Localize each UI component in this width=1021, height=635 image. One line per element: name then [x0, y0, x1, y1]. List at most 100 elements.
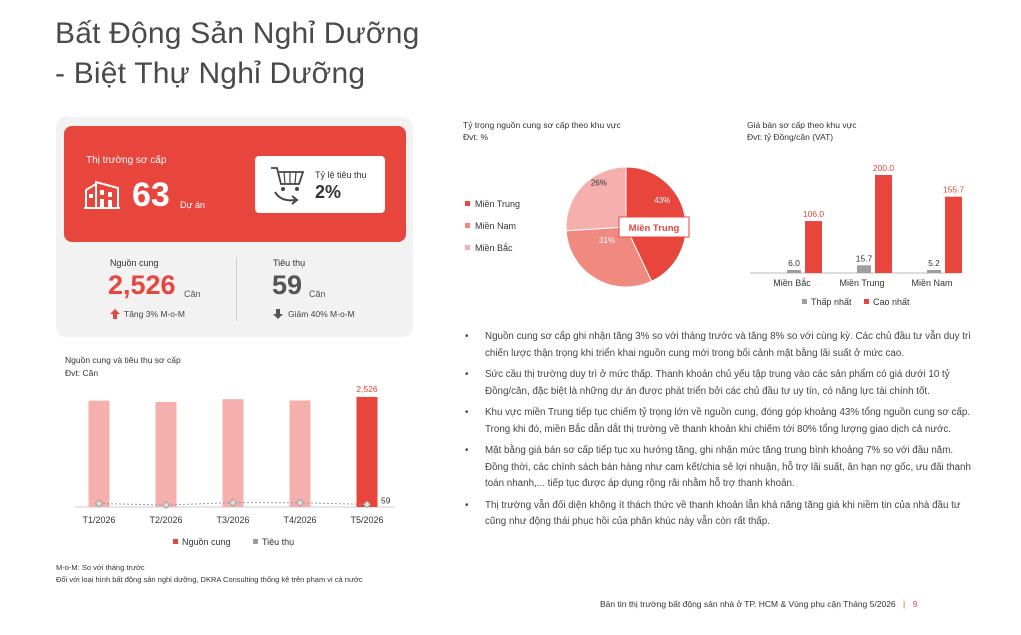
bullet-glyph: •	[465, 445, 469, 456]
price-bar	[787, 270, 801, 273]
supply-category-label: T4/2026	[283, 515, 316, 525]
price-bar	[875, 175, 892, 273]
price-chart-title: Giá bán sơ cấp theo khu vực	[747, 120, 857, 130]
pie-chart-title: Tỷ trọng nguồn cung sơ cấp theo khu vực	[463, 120, 621, 130]
commentary-item: • Thị trường vẫn đối diện không ít thách …	[465, 498, 975, 531]
price-category-label: Miền Trung	[839, 278, 884, 288]
pie-callout-label: Miền Trung	[629, 223, 680, 234]
page-number: 9	[912, 599, 918, 609]
pie-legend-label: Miền Trung	[475, 199, 520, 209]
price-legend-label: Thấp nhất	[811, 297, 852, 307]
projects-value: 63	[132, 176, 170, 214]
supply-last-label: 2,526	[356, 384, 378, 394]
footer-separator: |	[903, 599, 906, 609]
page-footer: Bản tin thị trường bất động sản nhà ở TP…	[600, 599, 917, 609]
arrow-up-icon	[110, 309, 120, 319]
commentary-item: • Sức cầu thị trường duy trì ở mức thấp. …	[465, 367, 975, 400]
commentary-item: • Mặt bằng giá bán sơ cấp tiếp tục xu hướ…	[465, 443, 975, 493]
price-bar	[805, 221, 822, 273]
supply-bar	[222, 399, 244, 507]
pie-legend-swatch	[465, 245, 470, 250]
pie-slice	[565, 166, 627, 232]
sales-value: 59	[272, 270, 303, 300]
price-bar-label: 5.2	[928, 258, 940, 268]
pie-chart: 43% 31% 26% Miền Trung Miền Trung Miền Nam Miề…	[465, 166, 690, 288]
note-mom: M-o-M: So với tháng trước	[56, 563, 145, 572]
commentary-text: Thị trường vẫn đối diện không ít thách t…	[485, 499, 961, 528]
price-legend-label: Cao nhất	[873, 297, 910, 307]
pie-legend-label: Miền Bắc	[475, 243, 513, 253]
supply-category-label: T1/2026	[82, 515, 115, 525]
sales-label: Tiêu thụ	[273, 258, 306, 268]
pie-legend-swatch	[465, 201, 470, 206]
sales-legend-swatch	[253, 539, 258, 544]
page-title-line-1: Bất Động Sản Nghỉ Dưỡng	[55, 17, 420, 50]
sales-unit: Căn	[309, 289, 326, 299]
price-bar-label: 6.0	[788, 258, 800, 268]
price-bar-label: 155.7	[943, 185, 965, 195]
supply-legend-swatch	[173, 539, 178, 544]
page-title-line-2: - Biệt Thự Nghỉ Dưỡng	[55, 57, 366, 90]
commentary-text: Khu vực miền Trung tiếp tục chiếm tỷ trọ…	[485, 407, 971, 435]
bullet-glyph: •	[465, 331, 469, 342]
price-bar	[927, 270, 941, 273]
bullet-glyph: •	[465, 369, 469, 380]
pie-slice	[565, 226, 653, 288]
commentary-text: Nguồn cung sơ cấp ghi nhận tăng 3% so vớ…	[485, 331, 971, 359]
pie-chart-unit: Đvt: %	[463, 132, 489, 142]
supply-category-label: T2/2026	[149, 515, 182, 525]
commentary-item: • Nguồn cung sơ cấp ghi nhận tăng 3% so v…	[465, 329, 975, 362]
projects-unit: Dự án	[180, 200, 206, 210]
sales-point	[94, 499, 104, 508]
commentary-text: Mặt bằng giá bán sơ cấp tiếp tục xu hướn…	[485, 445, 971, 489]
supply-value: 2,526	[108, 270, 176, 300]
commentary-list: • Nguồn cung sơ cấp ghi nhận tăng 3% so v…	[465, 329, 975, 536]
supply-change: Tăng 3% M-o-M	[124, 309, 185, 319]
price-chart-unit: Đvt: tỷ Đồng/căn (VAT)	[747, 132, 834, 142]
sales-legend-label: Tiêu thụ	[262, 537, 294, 547]
price-bar	[857, 265, 871, 273]
absorption-label: Tỷ lệ tiêu thụ	[315, 170, 367, 180]
price-legend-swatch	[802, 299, 807, 304]
supply-chart-title: Nguồn cung và tiêu thụ sơ cấp	[65, 355, 181, 365]
commentary-text: Sức cầu thị trường duy trì ở mức thấp. T…	[485, 369, 950, 397]
supply-sales-chart: T1/2026 T2/2026 T3/2026 T4/2026 T5/2026 2,526…	[75, 384, 395, 547]
building-icon	[84, 180, 120, 209]
supply-unit: Căn	[184, 289, 201, 299]
price-bar-label: 200.0	[873, 163, 895, 173]
pie-slice-label: 26%	[591, 179, 607, 188]
kpi-divider	[236, 257, 237, 321]
pie-slice-label: 31%	[599, 236, 615, 245]
supply-bar	[356, 396, 378, 507]
sales-point	[161, 500, 171, 510]
kpi-primary-panel: Thị trường sơ cấp 63 Dự án Tỷ lệ tiêu th…	[64, 126, 406, 242]
primary-market-label: Thị trường sơ cấp	[86, 155, 167, 166]
sales-change: Giảm 40% M-o-M	[288, 309, 355, 319]
supply-bar	[289, 400, 311, 507]
bullet-glyph: •	[465, 407, 469, 418]
price-category-label: Miền Bắc	[773, 278, 811, 288]
price-bar-chart: 6.0 106.0 Miền Bắc 15.7 200.0 Miền Trung 5.2 15…	[750, 163, 965, 307]
absorption-value: 2%	[315, 182, 342, 202]
price-legend-swatch	[864, 299, 869, 304]
supply-label: Nguồn cung	[110, 258, 159, 268]
page-title: Bất Động Sản Nghỉ Dưỡng - Biệt Thự Nghỉ …	[55, 14, 420, 94]
sales-line	[98, 502, 368, 506]
note-scope: Đối với loại hình bất động sản nghỉ dưỡn…	[56, 575, 363, 584]
supply-chart-unit: Đvt: Căn	[65, 368, 99, 378]
pie-legend-label: Miền Nam	[475, 221, 516, 231]
supply-legend-label: Nguồn cung	[182, 537, 231, 547]
price-bar-label: 106.0	[803, 209, 825, 219]
pie-callout-box	[618, 216, 690, 238]
price-bar-label: 15.7	[856, 253, 873, 263]
commentary-item: • Khu vực miền Trung tiếp tục chiếm tỷ tr…	[465, 405, 975, 438]
sales-point	[362, 500, 372, 509]
bullet-glyph: •	[465, 499, 469, 511]
absorption-box: Tỷ lệ tiêu thụ 2%	[255, 156, 385, 213]
price-bar	[945, 196, 962, 273]
footer-text: Bản tin thị trường bất động sản nhà ở TP…	[600, 599, 896, 609]
sales-last-label: 59	[381, 495, 391, 505]
sales-point	[295, 498, 305, 507]
sales-point	[228, 498, 238, 507]
pie-legend-swatch	[465, 223, 470, 228]
